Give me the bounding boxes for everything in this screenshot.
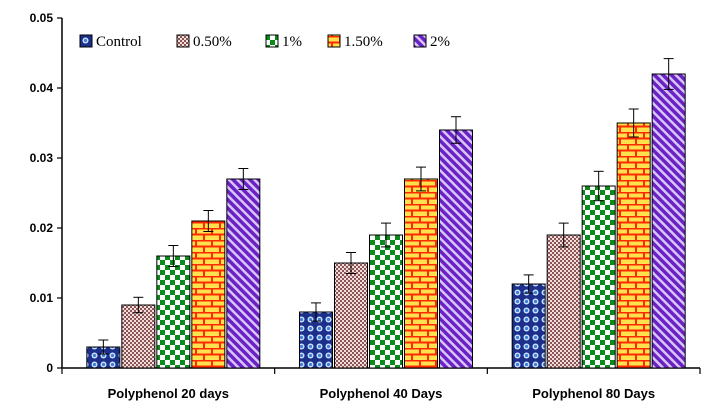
y-tick-label: 0.02 [30, 221, 54, 235]
x-category-label: Polyphenol 20 days [108, 386, 229, 401]
y-tick-label: 0.04 [30, 81, 54, 95]
bar [546, 234, 581, 369]
bar [404, 178, 438, 369]
x-category-label: Polyphenol 40 Days [320, 386, 443, 401]
bar [191, 220, 226, 369]
legend-swatch [413, 34, 427, 48]
legend-swatch [265, 34, 279, 48]
bar [334, 262, 368, 369]
bar [369, 234, 403, 369]
legend-swatch [327, 34, 341, 48]
legend-swatch [176, 34, 190, 48]
legend-swatch [79, 34, 93, 48]
x-category-label: Polyphenol 80 Days [532, 386, 655, 401]
y-tick-label: 0.03 [30, 151, 54, 165]
legend-label: 1.50% [344, 34, 383, 50]
bar [511, 283, 546, 369]
y-tick-label: 0.01 [30, 291, 54, 305]
y-tick-label: 0.05 [30, 11, 54, 25]
legend-label: 2% [430, 34, 450, 50]
legend-label: 1% [282, 34, 302, 50]
bar [121, 304, 156, 369]
bar [581, 185, 616, 369]
bar [616, 122, 651, 369]
bar [156, 255, 191, 369]
y-tick-label: 0 [46, 361, 53, 375]
bar [651, 73, 686, 369]
legend-label: 0.50% [193, 34, 232, 50]
bar [226, 178, 261, 369]
bar [439, 129, 473, 369]
legend-label: Control [96, 34, 142, 50]
